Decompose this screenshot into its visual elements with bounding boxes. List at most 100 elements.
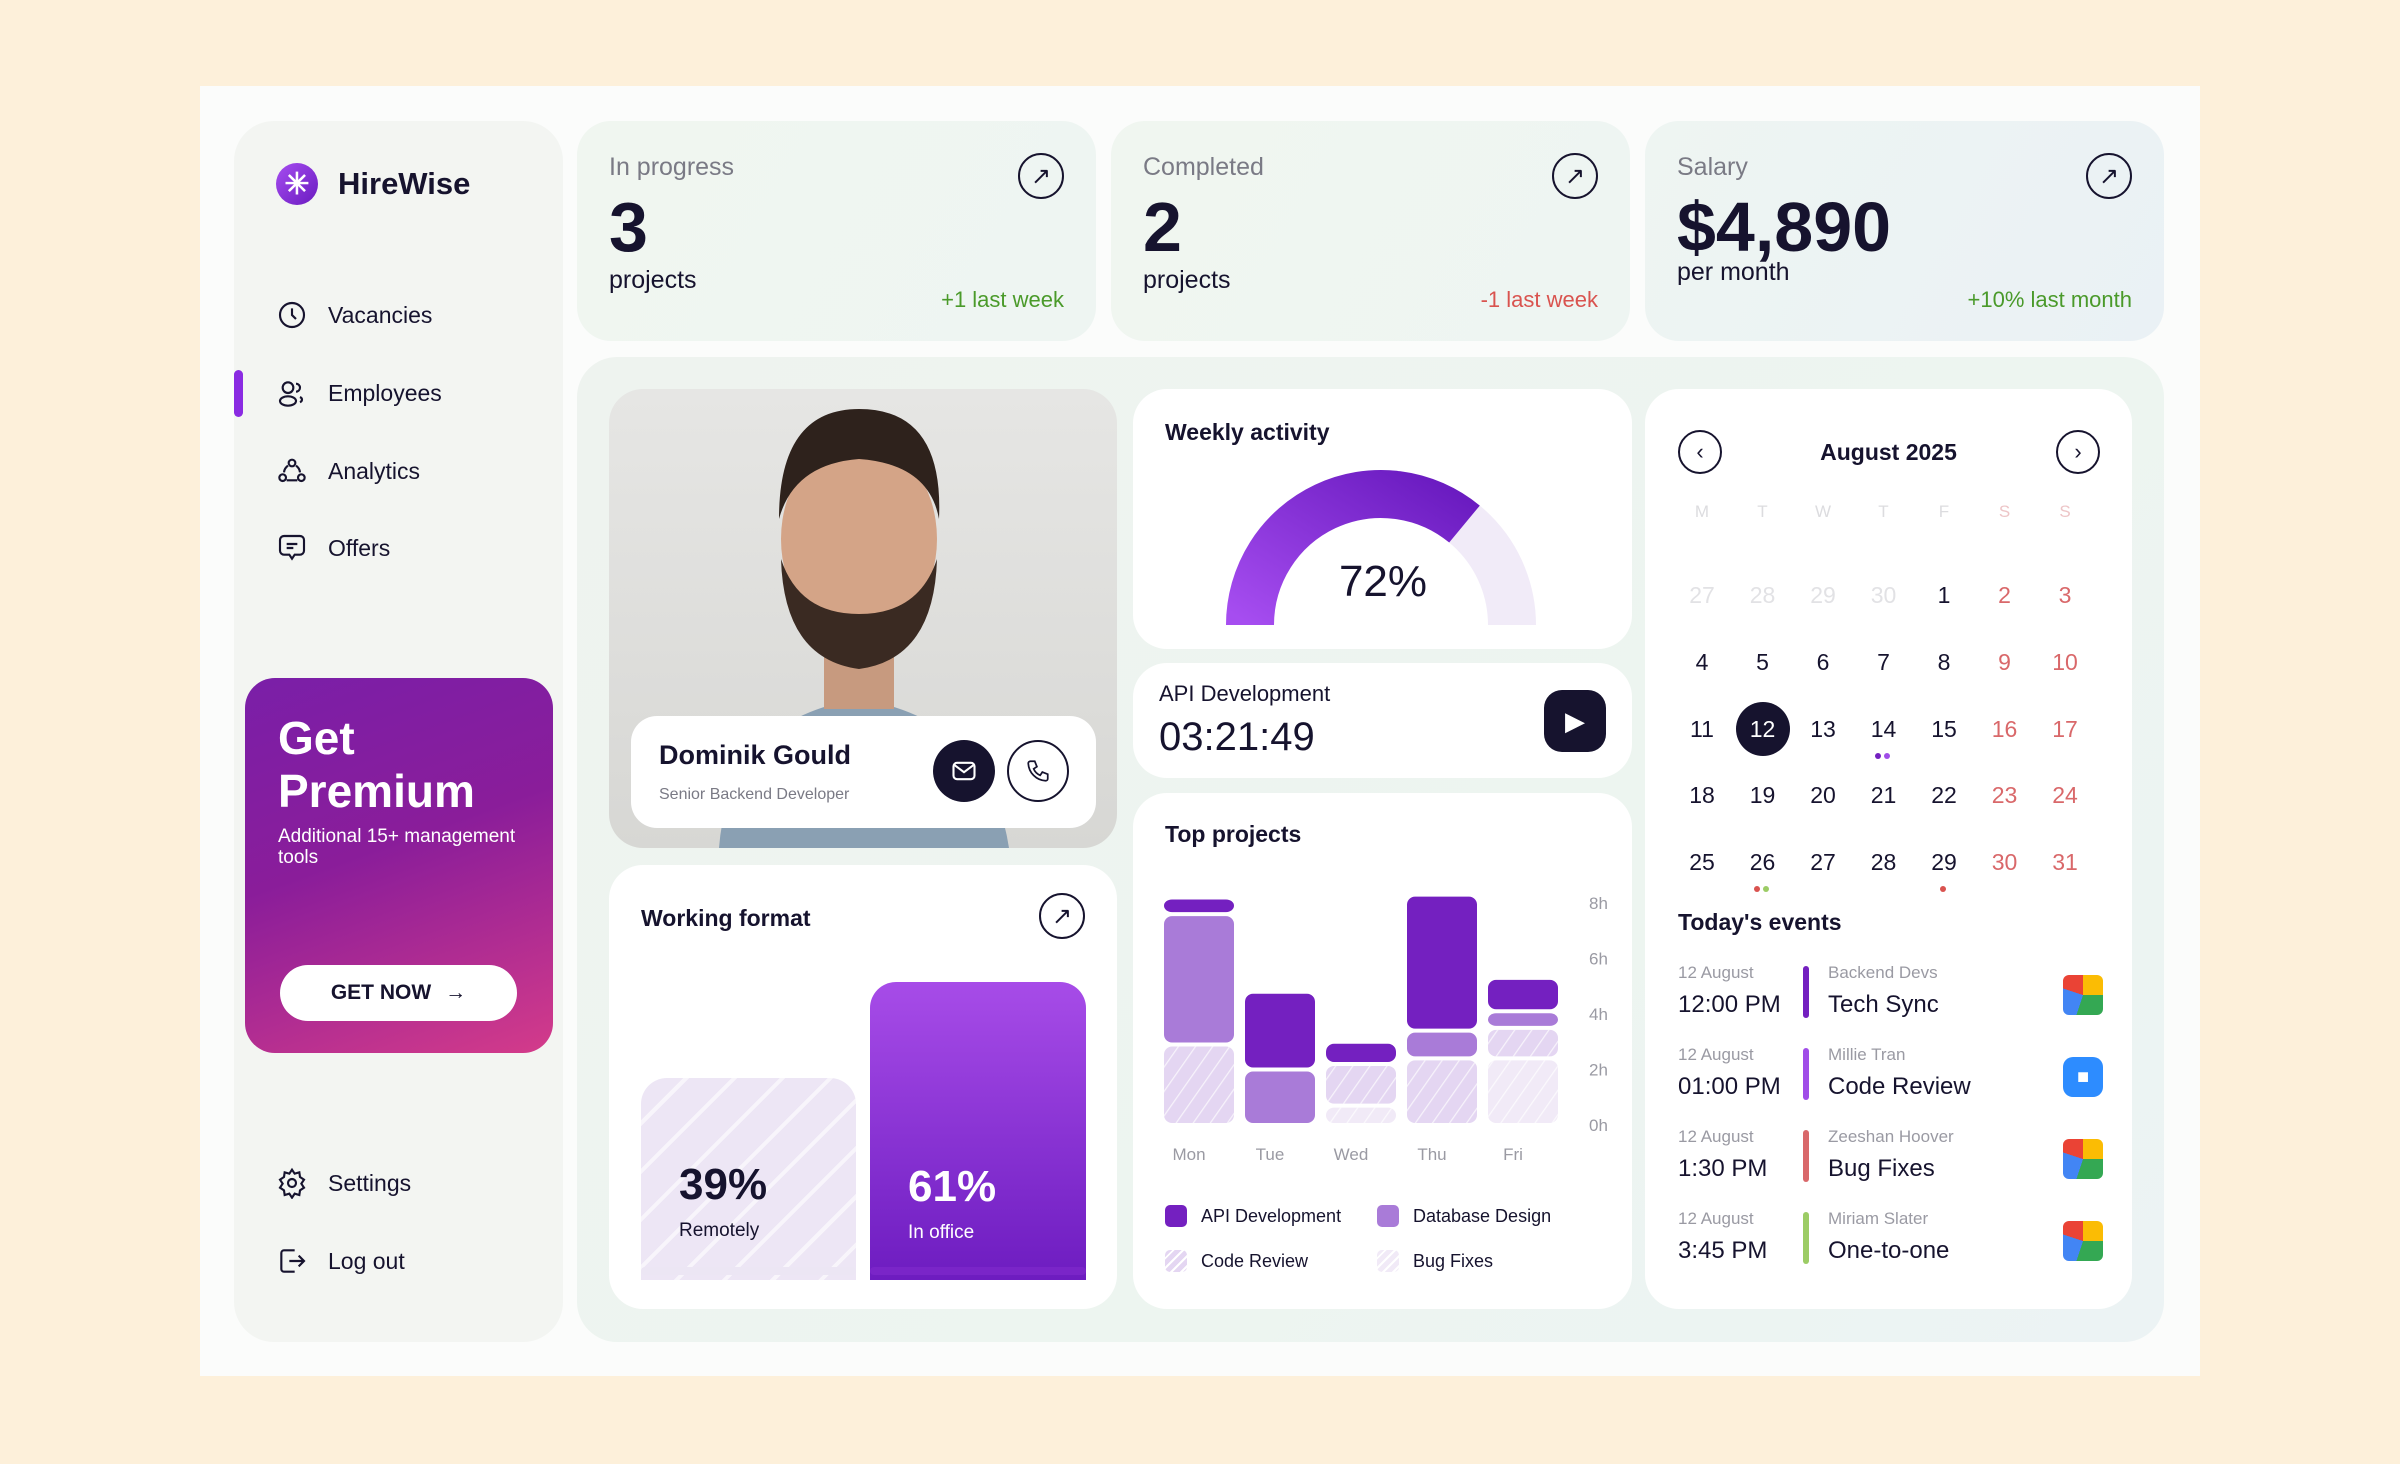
calendar-day[interactable]: 18	[1689, 782, 1715, 808]
calendar-day[interactable]: 21	[1870, 782, 1897, 808]
event-item[interactable]: 12 August 12:00 PM Backend Devs Tech Sync	[1678, 963, 2108, 1033]
gear-icon	[278, 1167, 306, 1199]
stat-completed[interactable]: Completed 2 projects -1 last week ↗	[1111, 121, 1630, 341]
calendar-day[interactable]: 29	[1931, 849, 1957, 875]
calendar-day[interactable]: 30	[1870, 582, 1897, 608]
bar-hatch	[1164, 1046, 1234, 1123]
y-tick-label: 2h	[1589, 1061, 1608, 1080]
google-meet-icon[interactable]	[2063, 1221, 2103, 1261]
calendar-day[interactable]: 4	[1695, 649, 1709, 675]
bar-segment	[1164, 899, 1234, 913]
office-bar: 61% In office	[870, 982, 1086, 1280]
calendar-day[interactable]: 8	[1937, 649, 1951, 675]
event-attendee: Miriam Slater	[1828, 1209, 1929, 1228]
legend-label: Bug Fixes	[1413, 1250, 1494, 1271]
sidebar-item-logout[interactable]: Log out	[276, 1245, 405, 1277]
calendar-day[interactable]: 27	[1689, 582, 1715, 608]
calendar-day[interactable]: 20	[1810, 782, 1836, 808]
top-projects-card: Top projects 0h 2h 4h 6h 8h Mon Tue Wed Thu Fri A…	[1133, 793, 1632, 1309]
calendar-day[interactable]: 29	[1810, 582, 1836, 608]
arrow-up-right-icon[interactable]: ↗	[1552, 153, 1598, 199]
event-item[interactable]: 12 August 3:45 PM Miriam Slater One-to-one	[1678, 1209, 2108, 1279]
sidebar-item-analytics[interactable]: Analytics	[276, 455, 420, 487]
calendar-day[interactable]: 5	[1756, 649, 1769, 675]
stat-value: $4,890	[1677, 188, 1892, 266]
calendar-day[interactable]: 27	[1810, 849, 1836, 875]
sidebar-item-settings[interactable]: Settings	[276, 1167, 411, 1199]
call-button[interactable]	[1007, 740, 1069, 802]
weekday-label: T	[1878, 502, 1889, 521]
get-now-button[interactable]: GET NOW →	[280, 965, 517, 1021]
calendar-day[interactable]: 25	[1689, 849, 1715, 875]
email-button[interactable]	[933, 740, 995, 802]
x-tick-label: Fri	[1503, 1145, 1523, 1164]
event-dot	[1883, 753, 1890, 759]
event-name: Bug Fixes	[1828, 1155, 1935, 1182]
event-attendee: Millie Tran	[1828, 1045, 1906, 1064]
stat-salary[interactable]: Salary $4,890 per month +10% last month …	[1645, 121, 2164, 341]
event-color-bar	[1803, 1130, 1809, 1182]
calendar-day[interactable]: 9	[1998, 649, 2011, 675]
app-name: HireWise	[338, 166, 471, 201]
calendar-day[interactable]: 23	[1991, 782, 2018, 808]
x-tick-label: Thu	[1417, 1145, 1446, 1164]
event-item[interactable]: 12 August 01:00 PM Millie Tran Code Review ■	[1678, 1045, 2108, 1115]
zoom-icon[interactable]: ■	[2063, 1057, 2103, 1097]
event-color-bar	[1803, 966, 1809, 1018]
calendar-day[interactable]: 28	[1749, 582, 1776, 608]
calendar-day[interactable]: 30	[1991, 849, 2018, 875]
arrow-up-right-icon[interactable]: ↗	[1039, 893, 1085, 939]
google-meet-icon[interactable]	[2063, 975, 2103, 1015]
sidebar-item-vacancies[interactable]: Vacancies	[276, 299, 432, 331]
calendar-day[interactable]: 2	[1998, 582, 2011, 608]
bar-hatch	[1407, 1060, 1477, 1123]
logo[interactable]: ✳ HireWise	[276, 163, 470, 205]
stat-in-progress[interactable]: In progress 3 projects +1 last week ↗	[577, 121, 1096, 341]
calendar-month: August 2025	[1820, 439, 1957, 465]
calendar-day[interactable]: 28	[1870, 849, 1897, 875]
calendar-day[interactable]: 24	[2052, 782, 2078, 808]
calendar-day[interactable]: 13	[1810, 716, 1836, 742]
calendar-day[interactable]: 3	[2058, 582, 2072, 608]
prev-month-button[interactable]: ‹	[1678, 430, 1722, 474]
event-date: 12 August	[1678, 1209, 1754, 1228]
arrow-up-right-icon[interactable]: ↗	[1018, 153, 1064, 199]
bar-segment	[1488, 1013, 1558, 1026]
calendar-day[interactable]: 6	[1816, 649, 1830, 675]
sidebar-item-label: Analytics	[328, 457, 421, 484]
sidebar-item-label: Offers	[328, 534, 391, 561]
next-month-button[interactable]: ›	[2056, 430, 2100, 474]
calendar-day[interactable]: 19	[1749, 782, 1776, 808]
calendar-day[interactable]: 10	[2052, 649, 2078, 675]
office-value: 61%	[908, 1162, 997, 1211]
sidebar-item-offers[interactable]: Offers	[276, 532, 390, 564]
calendar-day[interactable]: 1	[1937, 582, 1951, 608]
google-meet-icon[interactable]	[2063, 1139, 2103, 1179]
event-time: 1:30 PM	[1678, 1155, 1768, 1182]
chevron-left-icon: ‹	[1696, 439, 1704, 464]
remote-bar: 39% Remotely	[641, 1078, 856, 1280]
calendar-day[interactable]: 31	[2052, 849, 2078, 875]
asterisk-icon: ✳	[276, 163, 318, 205]
calendar-day[interactable]: 7	[1877, 649, 1890, 675]
event-name: Tech Sync	[1828, 991, 1939, 1018]
play-button[interactable]: ▶	[1544, 690, 1606, 752]
calendar-day[interactable]: 14	[1870, 716, 1897, 742]
users-icon	[278, 381, 304, 407]
calendar-day[interactable]: 11	[1690, 716, 1714, 742]
calendar-day[interactable]: 15	[1931, 716, 1957, 742]
calendar-day[interactable]: 26	[1749, 849, 1776, 875]
office-label: In office	[908, 1222, 975, 1243]
calendar-day[interactable]: 16	[1991, 716, 2018, 742]
calendar-day-selected[interactable]: 12	[1735, 702, 1790, 756]
arrow-up-right-icon[interactable]: ↗	[2086, 153, 2132, 199]
event-item[interactable]: 12 August 1:30 PM Zeeshan Hoover Bug Fixes	[1678, 1127, 2108, 1197]
clock-icon	[278, 301, 306, 329]
stat-unit: per month	[1677, 258, 1790, 286]
premium-promo: Get Premium Additional 15+ management to…	[245, 678, 553, 1053]
calendar-day[interactable]: 17	[2052, 716, 2078, 742]
calendar-day[interactable]: 22	[1931, 782, 1957, 808]
activity-value: 72%	[1338, 557, 1428, 606]
sidebar-item-employees[interactable]: Employees	[276, 377, 442, 409]
timer-time: 03:21:49	[1159, 715, 1315, 759]
